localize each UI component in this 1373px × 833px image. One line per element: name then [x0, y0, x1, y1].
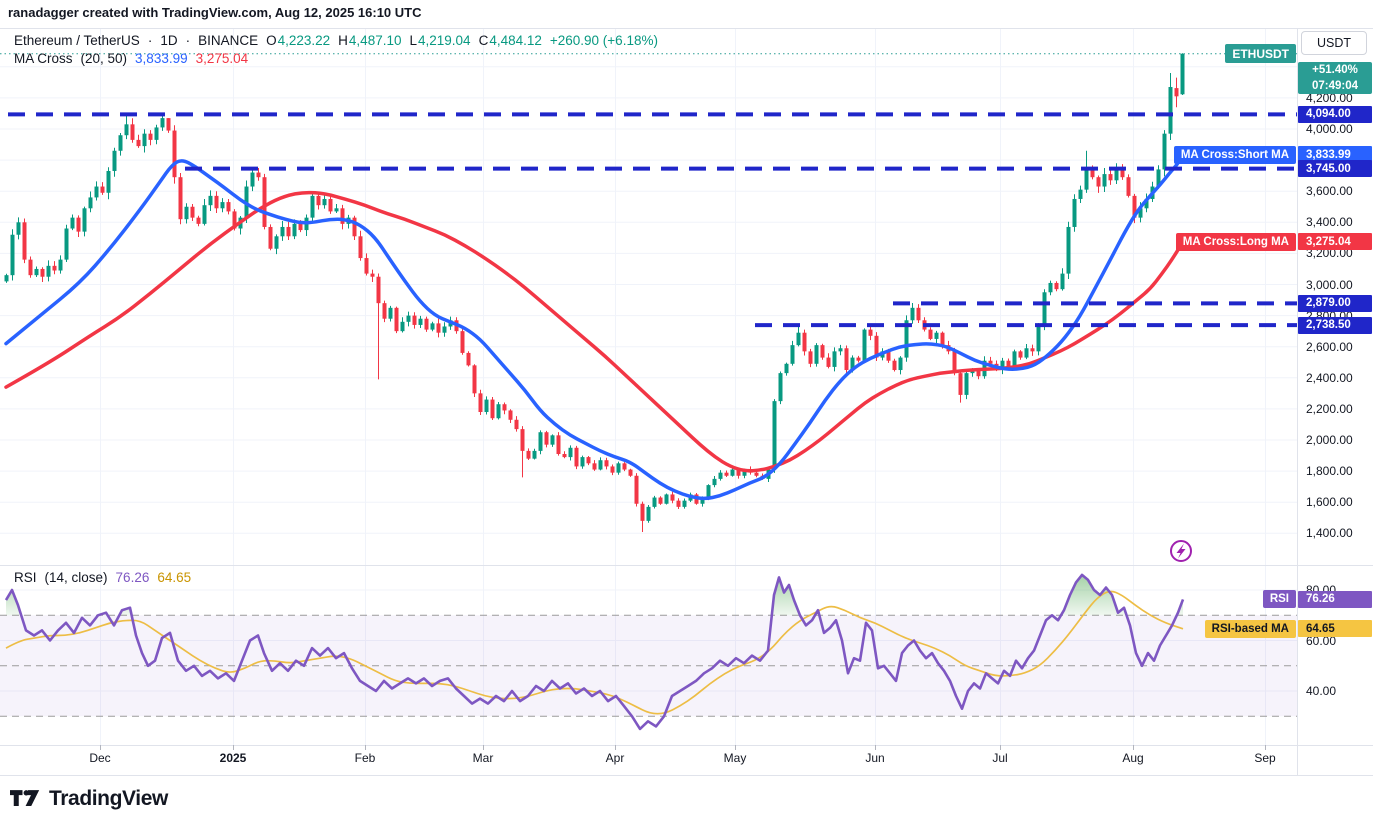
price-tick-label: 3,400.00: [1306, 215, 1353, 230]
pane-frame: [0, 28, 1373, 776]
price-axis[interactable]: 40.0060.0080.001,400.001,600.001,800.002…: [1297, 28, 1373, 775]
time-label: 2025: [219, 751, 247, 765]
lightning-button[interactable]: [1170, 540, 1192, 562]
ma-cross-legend[interactable]: MA Cross (20, 50) 3,833.99 3,275.04: [14, 51, 249, 66]
rsi-line: [4, 573, 1185, 731]
rsi-overbought-fill: [1176, 599, 1183, 616]
rsi-ma-value-badge: 64.65: [1298, 620, 1372, 638]
level-badge-2879: 2,879.00: [1298, 294, 1372, 312]
rsi-tick-label: 40.00: [1306, 684, 1337, 698]
rsi-title: RSI: [14, 570, 37, 585]
rsi-overbought-fill: [119, 607, 132, 616]
rsi-axis-label: RSI: [1262, 590, 1296, 609]
tradingview-logo[interactable]: TradingView: [10, 786, 168, 811]
exchange-label: BINANCE: [198, 33, 259, 48]
time-label: Feb: [354, 751, 376, 765]
rsi-ma-axis-label: RSI-based MA: [1204, 619, 1296, 638]
rsi-overbought-fill: [6, 590, 22, 616]
time-label: May: [723, 751, 747, 765]
level-badge-3745: 3,745.00: [1298, 160, 1372, 178]
ma-long-value: 3,275.04: [195, 51, 249, 66]
level-badge-2738: 2,738.50: [1298, 316, 1372, 334]
time-label: Mar: [472, 751, 494, 765]
support-resistance-lines[interactable]: [8, 112, 1297, 328]
ohlc-high: H 4,487.10: [338, 33, 402, 48]
symbol-price-badge: ETHUSDT: [1225, 44, 1296, 64]
ohlc-low: L 4,219.04: [409, 33, 471, 48]
ma-long-line: [4, 190, 1185, 473]
price-tick-label: 1,800.00: [1306, 464, 1353, 479]
price-tick-label: 1,600.00: [1306, 495, 1353, 510]
price-tick-label: 3,600.00: [1306, 184, 1353, 199]
countdown-badge: 07:49:04: [1311, 80, 1359, 92]
symbol-title: Ethereum / TetherUS: [14, 33, 140, 48]
ohlc-open: O 4,223.22: [266, 33, 331, 48]
rsi-value-badge: 76.26: [1298, 590, 1372, 608]
long-ma-label: MA Cross:Long MA: [1175, 232, 1296, 251]
currency-toggle[interactable]: USDT: [1301, 31, 1367, 55]
long-ma-value-badge: 3,275.04: [1298, 233, 1372, 251]
attribution-text: ranadagger created with TradingView.com,…: [8, 5, 422, 20]
interval-label: 1D: [160, 33, 178, 48]
candlestick-series: [4, 53, 1185, 533]
rsi-overbought-fill: [1061, 574, 1127, 616]
price-tick-label: 4,200.00: [1306, 90, 1353, 105]
rsi-legend[interactable]: RSI (14, close) 76.26 64.65: [14, 570, 192, 585]
time-axis[interactable]: Dec 2025 Feb Mar Apr May Jun Jul Aug Sep: [0, 745, 1297, 775]
time-label: Jul: [992, 751, 1008, 765]
tradingview-logo-icon: [10, 790, 40, 806]
change-pct-badge: +51.40%: [1312, 64, 1358, 76]
ma-short-value: 3,833.99: [135, 51, 188, 66]
time-label: Jun: [865, 751, 885, 765]
short-ma-value-badge: 3,833.99: [1298, 146, 1372, 164]
lightning-icon: [1176, 543, 1186, 559]
change-label: +260.90 (+6.18%): [549, 33, 658, 48]
time-label: Sep: [1254, 751, 1276, 765]
rsi-ma-value: 64.65: [157, 570, 192, 585]
price-tick-label: 2,400.00: [1306, 370, 1353, 385]
price-tick-label: 4,000.00: [1306, 122, 1353, 136]
price-tick-label: 2,200.00: [1306, 401, 1353, 416]
price-tick-label: 2,600.00: [1306, 339, 1353, 354]
tradingview-logo-text: TradingView: [49, 786, 168, 810]
symbol-legend[interactable]: Ethereum / TetherUS · 1D · BINANCE O 4,22…: [14, 33, 658, 48]
price-tick-label: 1,400.00: [1306, 526, 1353, 541]
ma-title: MA Cross: [14, 51, 73, 66]
price-tick-label: 3,000.00: [1306, 277, 1353, 292]
change-countdown-badge: +51.40% 07:49:04: [1298, 62, 1372, 94]
ohlc-close: C 4,484.12: [478, 33, 542, 48]
ma-short-line: [4, 153, 1185, 501]
grid: [0, 28, 1297, 745]
time-label: Dec: [89, 751, 111, 765]
main-pane[interactable]: [0, 53, 1297, 533]
time-label: Apr: [605, 751, 625, 765]
price-tick-label: 2,000.00: [1306, 433, 1353, 447]
time-label: Aug: [1122, 751, 1144, 765]
rsi-pane[interactable]: [0, 573, 1297, 731]
rsi-overbought-fill: [771, 577, 800, 616]
level-badge-4094: 4,094.00: [1298, 105, 1372, 123]
rsi-value: 76.26: [115, 570, 150, 585]
short-ma-label: MA Cross:Short MA: [1173, 145, 1296, 164]
